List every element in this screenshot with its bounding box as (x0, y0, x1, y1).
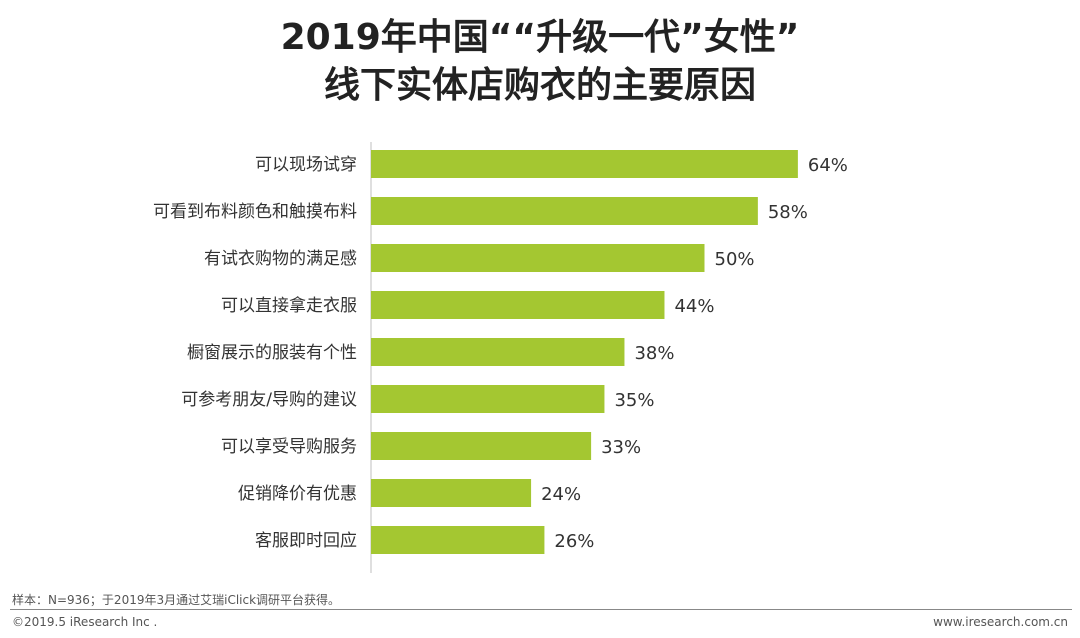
value-label: 58% (768, 202, 808, 223)
category-label: 可以享受导购服务 (221, 437, 357, 457)
category-label: 客服即时回应 (255, 531, 357, 551)
value-label: 24% (541, 484, 581, 505)
category-label: 可以现场试穿 (255, 155, 357, 175)
value-label: 64% (808, 155, 848, 176)
bar (371, 479, 532, 507)
bar (371, 150, 798, 178)
category-label: 可以直接拿走衣服 (221, 295, 357, 316)
bar (371, 244, 705, 272)
value-label: 50% (715, 249, 755, 270)
value-label: 38% (634, 343, 674, 364)
sample-note: 样本：N=936；于2019年3月通过艾瑞iClick调研平台获得。 (12, 593, 341, 607)
chart-title: 2019年中国““升级一代”女性” 线下实体店购衣的主要原因 (0, 14, 1080, 110)
bar (371, 291, 665, 319)
bar (371, 432, 592, 460)
bar (371, 526, 545, 554)
value-label: 33% (601, 437, 641, 458)
copyright-text: ©2019.5 iResearch Inc . (12, 615, 158, 629)
bar-chart: 可以现场试穿 64% 可看到布料颜色和触摸布料 58% 有试衣购物的满足感 50% 可以直接… (153, 142, 848, 573)
footer-divider (10, 609, 1072, 610)
category-label: 促销降价有优惠 (238, 484, 357, 504)
chart-title-line2: 线下实体店购衣的主要原因 (323, 65, 756, 106)
category-label: 橱窗展示的服装有个性 (187, 343, 357, 363)
bar (371, 385, 605, 413)
bar (371, 338, 625, 366)
website-url: www.iresearch.com.cn (933, 615, 1068, 629)
category-label: 有试衣购物的满足感 (204, 249, 357, 269)
category-label: 可看到布料颜色和触摸布料 (153, 202, 357, 222)
value-label: 44% (674, 296, 714, 317)
value-label: 35% (614, 390, 654, 411)
bar (371, 197, 758, 225)
chart-title-line1: 2019年中国““升级一代”女性” (280, 17, 800, 58)
value-label: 26% (554, 531, 594, 552)
category-label: 可参考朋友/导购的建议 (181, 390, 357, 410)
